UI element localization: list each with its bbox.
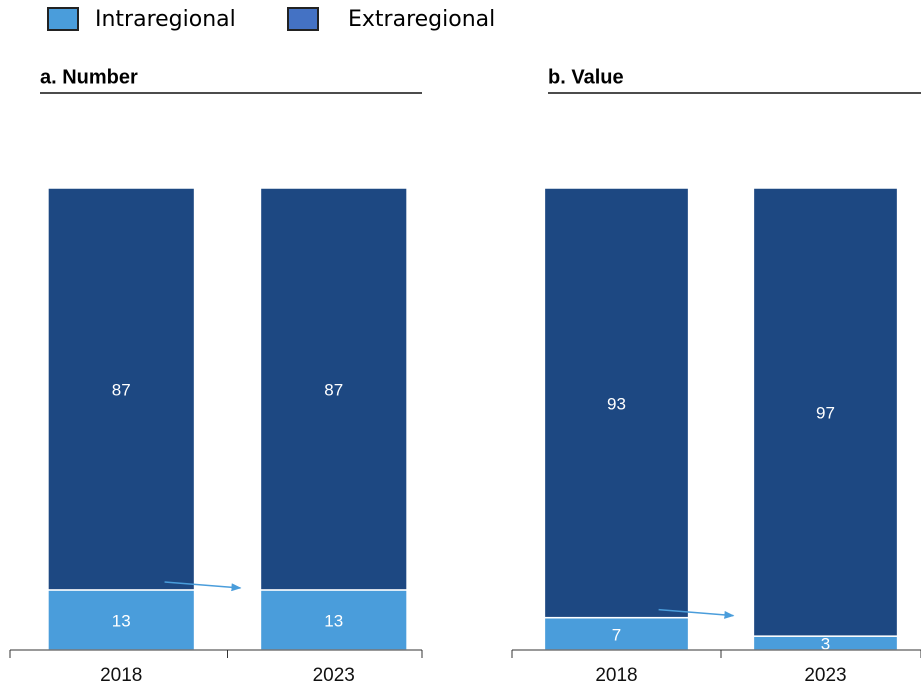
x-tick-label: 2018 bbox=[595, 665, 637, 686]
chart-title: b. Value bbox=[548, 66, 624, 88]
bar-segment bbox=[543, 616, 690, 651]
x-tick-label: 2023 bbox=[804, 665, 846, 686]
x-tick-label: 2023 bbox=[313, 665, 355, 686]
value-label: 7 bbox=[612, 625, 621, 644]
value-label: 97 bbox=[816, 404, 835, 423]
bar-segment bbox=[752, 187, 899, 637]
value-label: 13 bbox=[112, 611, 131, 630]
value-label: 13 bbox=[324, 611, 343, 630]
x-tick-label: 2018 bbox=[100, 665, 142, 686]
bar-segment bbox=[259, 187, 408, 591]
trend-arrow bbox=[658, 608, 735, 619]
value-label: 87 bbox=[112, 380, 131, 399]
bar-segment bbox=[47, 187, 196, 591]
value-label: 87 bbox=[324, 380, 343, 399]
legend-label: Extraregional bbox=[348, 7, 495, 32]
value-label: 93 bbox=[607, 394, 626, 413]
chart-title: a. Number bbox=[40, 66, 138, 88]
bar-segment bbox=[543, 187, 690, 619]
legend-label: Intraregional bbox=[95, 7, 236, 32]
value-label: 3 bbox=[821, 635, 830, 654]
legend-swatch bbox=[287, 7, 319, 31]
legend-swatch bbox=[47, 7, 79, 31]
trend-arrow bbox=[164, 581, 242, 592]
